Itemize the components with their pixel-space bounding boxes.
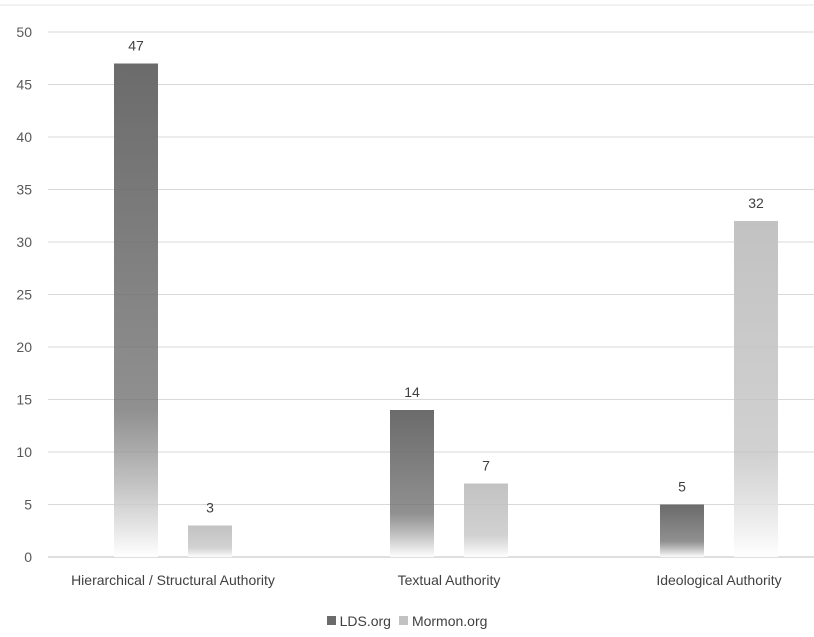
legend-item: Mormon.org — [398, 612, 488, 629]
y-tick-label: 45 — [16, 77, 32, 93]
data-label: 47 — [128, 38, 144, 54]
x-category-label: Ideological Authority — [656, 572, 781, 588]
data-label: 14 — [404, 384, 420, 400]
legend: LDS.org Mormon.org — [0, 612, 814, 629]
x-category-label: Hierarchical / Structural Authority — [71, 572, 275, 588]
bar-lds-org-1 — [390, 410, 434, 557]
legend-label: Mormon.org — [411, 612, 488, 629]
y-tick-label: 10 — [16, 444, 32, 460]
gridlines — [0, 4, 814, 558]
data-labels: 47 3 14 7 5 32 — [128, 38, 764, 516]
y-tick-label: 25 — [16, 287, 32, 303]
data-label: 7 — [482, 458, 490, 474]
y-tick-label: 15 — [16, 392, 32, 408]
y-tick-label: 5 — [24, 497, 32, 513]
y-axis: 0 5 10 15 20 25 30 35 40 45 50 — [16, 24, 32, 565]
bars — [114, 63, 778, 557]
bar-lds-org-2 — [660, 504, 704, 557]
x-axis: Hierarchical / Structural Authority Textu… — [71, 572, 782, 588]
bar-lds-org-0 — [114, 63, 158, 557]
y-tick-label: 20 — [16, 339, 32, 355]
data-label: 32 — [748, 195, 764, 211]
y-tick-label: 0 — [24, 549, 32, 565]
y-tick-label: 35 — [16, 182, 32, 198]
legend-swatch — [326, 616, 336, 625]
legend-label: LDS.org — [339, 612, 391, 629]
y-tick-label: 50 — [16, 24, 32, 40]
legend-swatch — [398, 616, 408, 625]
bar-mormon-org-1 — [464, 483, 508, 557]
data-label: 5 — [678, 479, 686, 495]
bar-mormon-org-0 — [188, 525, 232, 557]
x-category-label: Textual Authority — [398, 572, 501, 588]
y-tick-label: 40 — [16, 129, 32, 145]
y-tick-label: 30 — [16, 234, 32, 250]
data-label: 3 — [206, 500, 214, 516]
legend-item: LDS.org — [326, 612, 391, 629]
bar-mormon-org-2 — [734, 221, 778, 557]
